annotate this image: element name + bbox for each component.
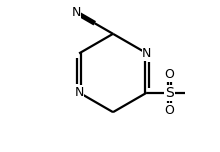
Text: O: O xyxy=(165,104,174,117)
Text: N: N xyxy=(74,86,84,99)
Text: N: N xyxy=(72,6,81,19)
Text: N: N xyxy=(142,47,152,60)
Text: O: O xyxy=(165,68,174,81)
Text: S: S xyxy=(165,86,174,100)
